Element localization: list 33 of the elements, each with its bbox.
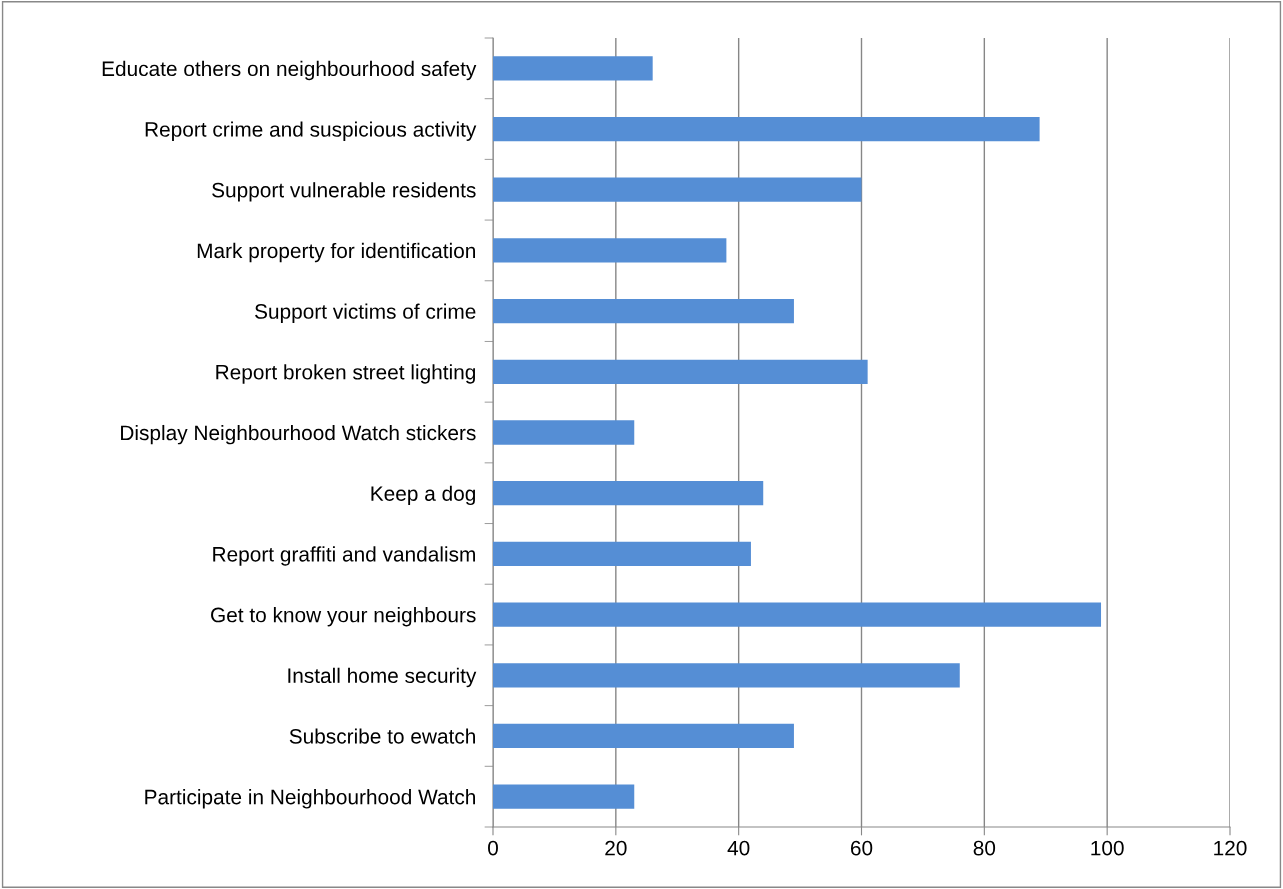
bar	[493, 663, 960, 688]
bar	[493, 359, 868, 384]
y-tick-label: Keep a dog	[371, 485, 475, 506]
x-tick-label: 40	[727, 840, 750, 856]
bar	[493, 541, 751, 567]
y-tick-label: Mark property for identification	[197, 242, 475, 263]
y-tick-label: Participate in Neighbourhood Watch	[145, 789, 475, 809]
y-tick-label: Get to know your neighbours	[211, 607, 476, 627]
x-tick-label: 60	[850, 840, 873, 856]
y-tick-label: Support victims of crime	[255, 303, 476, 323]
bar	[493, 116, 1040, 142]
x-tick-label: 100	[1091, 840, 1124, 856]
y-tick-label: Report crime and suspicious activity	[145, 121, 477, 141]
bar	[493, 481, 764, 506]
x-tick-label: 80	[973, 840, 996, 856]
y-tick-label: Subscribe to ewatch	[289, 728, 475, 744]
y-tick-label: Support vulnerable residents	[212, 182, 476, 202]
x-tick-label: 120	[1214, 840, 1247, 856]
y-tick-label: Install home security	[288, 667, 477, 688]
y-tick-label: Display Neighbourhood Watch stickers	[121, 424, 476, 445]
bar	[493, 298, 794, 324]
bar	[493, 420, 635, 445]
bar	[493, 177, 862, 202]
bar	[493, 238, 727, 263]
bar	[493, 784, 635, 809]
bar	[493, 602, 1102, 627]
y-tick-label: Educate others on neighbourhood safety	[102, 60, 477, 81]
y-tick-label: Report graffiti and vandalism	[213, 546, 475, 566]
y-tick-label: Report broken street lighting	[216, 364, 476, 384]
bar	[493, 56, 653, 81]
bar	[493, 723, 794, 749]
x-tick-label: 0	[488, 840, 498, 856]
x-tick-label: 20	[605, 840, 627, 856]
